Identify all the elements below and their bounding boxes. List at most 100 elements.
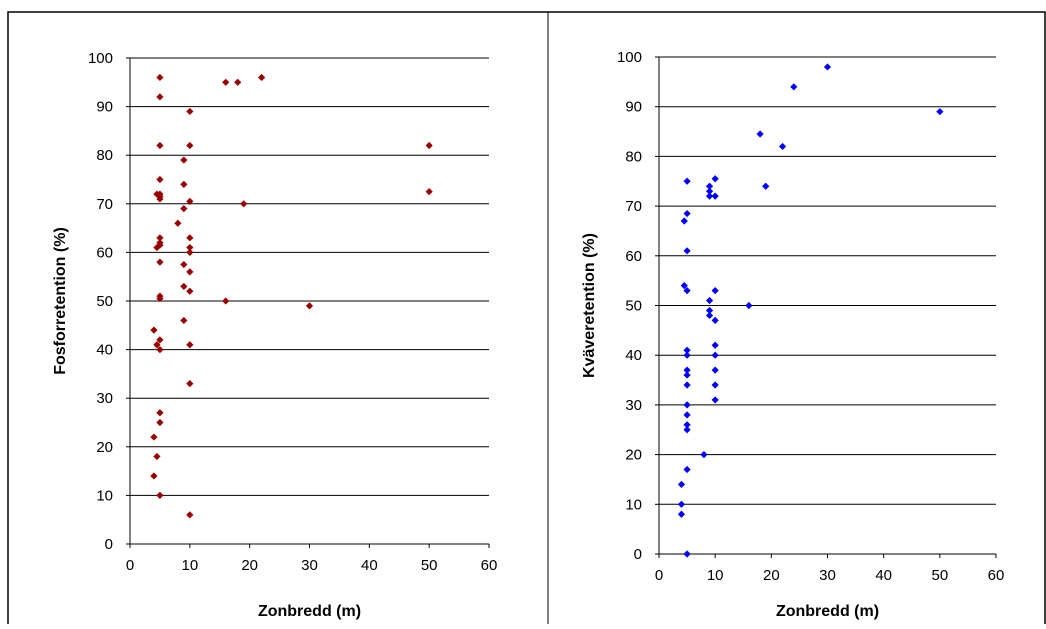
nitrogen-x-tick-label: 10 (707, 567, 724, 584)
phosphorus-x-tick-label: 30 (301, 557, 318, 574)
nitrogen-data-point (705, 296, 714, 305)
phosphorus-x-tick-label: 60 (481, 557, 498, 574)
nitrogen-y-tick-label: 30 (625, 397, 642, 414)
nitrogen-data-point (683, 177, 691, 185)
nitrogen-data-point (683, 465, 691, 474)
nitrogen-data-point (683, 426, 691, 434)
nitrogen-x-tick-label: 20 (763, 567, 780, 584)
phosphorus-data-point (186, 248, 194, 256)
phosphorus-data-point (240, 200, 248, 208)
nitrogen-data-point (711, 286, 719, 295)
nitrogen-data-point (680, 217, 688, 225)
phosphorus-y-tick-label: 0 (105, 536, 113, 553)
nitrogen-y-tick-label: 80 (625, 148, 642, 165)
phosphorus-data-point (153, 190, 161, 198)
nitrogen-data-point (711, 351, 719, 359)
phosphorus-data-point (186, 511, 194, 519)
nitrogen-data-point (711, 192, 719, 200)
nitrogen-y-tick-label: 50 (625, 298, 642, 315)
phosphorus-data-point (150, 433, 158, 441)
phosphorus-data-point (156, 73, 164, 82)
phosphorus-y-axis-label: Fosforretention (%) (52, 227, 69, 375)
phosphorus-data-point (156, 93, 164, 101)
nitrogen-data-point (705, 306, 714, 315)
nitrogen-y-tick-label: 100 (617, 49, 642, 66)
phosphorus-data-point (156, 336, 164, 344)
nitrogen-data-point (683, 550, 691, 558)
phosphorus-data-point (153, 243, 161, 252)
phosphorus-data-point (180, 180, 188, 188)
phosphorus-y-tick-label: 10 (96, 487, 113, 504)
phosphorus-data-point (153, 452, 161, 461)
nitrogen-x-tick-label: 0 (655, 567, 663, 584)
phosphorus-data-point (156, 491, 164, 499)
nitrogen-data-point (680, 282, 688, 290)
phosphorus-x-tick-label: 0 (126, 557, 134, 574)
nitrogen-data-point (711, 316, 719, 325)
nitrogen-data-point (683, 381, 691, 389)
phosphorus-data-point (156, 409, 164, 417)
nitrogen-data-point (705, 182, 714, 190)
phosphorus-x-tick-label: 10 (181, 557, 198, 574)
phosphorus-data-point (234, 78, 242, 86)
nitrogen-data-point (711, 175, 719, 183)
phosphorus-data-point (258, 73, 266, 82)
phosphorus-data-point (156, 346, 164, 354)
nitrogen-data-point (778, 142, 787, 151)
nitrogen-data-point (790, 83, 798, 91)
phosphorus-y-tick-label: 60 (96, 244, 113, 261)
nitrogen-data-point (756, 130, 764, 138)
phosphorus-y-tick-label: 100 (88, 50, 113, 67)
nitrogen-data-point (705, 187, 714, 195)
phosphorus-data-point (153, 341, 161, 349)
nitrogen-data-point (711, 396, 719, 404)
nitrogen-data-point (711, 341, 719, 349)
phosphorus-data-point (186, 107, 194, 116)
phosphorus-data-point (222, 78, 230, 86)
phosphorus-data-point (174, 219, 182, 227)
nitrogen-y-tick-label: 10 (625, 496, 642, 513)
phosphorus-data-point (186, 268, 194, 276)
phosphorus-data-point (186, 243, 194, 252)
nitrogen-data-point (683, 209, 691, 218)
nitrogen-data-point (677, 480, 686, 489)
nitrogen-x-tick-label: 40 (875, 567, 892, 584)
phosphorus-x-axis-label: Zonbredd (m) (258, 603, 361, 620)
phosphorus-y-tick-label: 90 (96, 99, 113, 116)
phosphorus-y-tick-label: 30 (96, 390, 113, 407)
nitrogen-data-point (683, 286, 691, 295)
nitrogen-chart: 0 10 20 30 40 50 60 70 80 90 100 0 10 20 30 40 50 60 Zonbr… (581, 49, 1004, 620)
phosphorus-data-point (425, 188, 433, 196)
nitrogen-data-point (936, 108, 944, 116)
nitrogen-data-point (683, 351, 691, 359)
phosphorus-data-point (186, 197, 194, 205)
nitrogen-data-point (745, 301, 753, 310)
nitrogen-y-tick-label: 90 (625, 99, 642, 116)
phosphorus-data-point (425, 141, 433, 150)
phosphorus-data-point (186, 380, 194, 388)
phosphorus-data-point (156, 258, 164, 266)
phosphorus-data-point (186, 234, 194, 242)
phosphorus-data-point (180, 205, 188, 213)
nitrogen-data-point (677, 510, 686, 518)
phosphorus-data-point (186, 141, 194, 150)
nitrogen-x-tick-label: 30 (819, 567, 836, 584)
nitrogen-data-point (683, 401, 691, 409)
nitrogen-y-tick-label: 0 (634, 546, 642, 563)
nitrogen-data-point (705, 311, 714, 320)
nitrogen-data-point (711, 366, 719, 374)
phosphorus-data-point (222, 297, 230, 305)
phosphorus-data-point (180, 260, 188, 269)
nitrogen-data-point (683, 346, 691, 354)
nitrogen-y-tick-label: 70 (625, 198, 642, 215)
phosphorus-data-point (180, 282, 188, 291)
phosphorus-data-point (156, 141, 164, 150)
nitrogen-data-point (823, 63, 832, 71)
phosphorus-data-point (156, 195, 164, 203)
nitrogen-y-axis-label: Kväveretention (%) (581, 233, 598, 378)
phosphorus-y-tick-label: 20 (96, 439, 113, 456)
nitrogen-data-point (700, 451, 708, 459)
nitrogen-data-point (683, 247, 691, 255)
